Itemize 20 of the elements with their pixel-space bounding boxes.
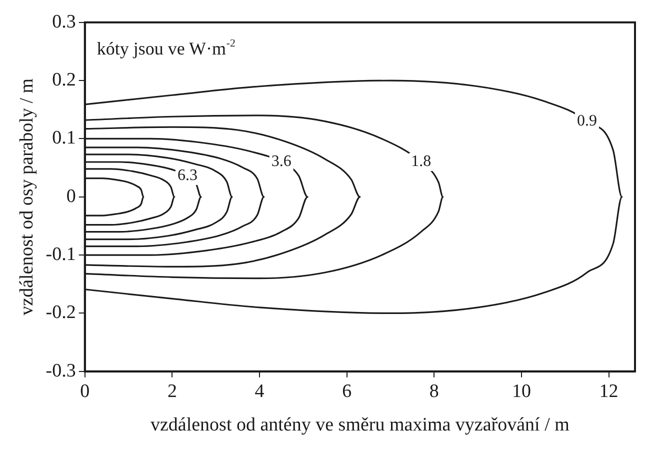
y-tick-label: -0.3: [46, 360, 76, 382]
y-axis-title: vzdálenost od osy paraboly / m: [16, 78, 38, 316]
y-tick-label: 0.1: [52, 128, 76, 149]
y-tick-label: 0.2: [52, 70, 76, 91]
x-axis-title: vzdálenost od antény ve směru maxima vyzařování / m: [150, 414, 570, 436]
x-tick-label: 10: [512, 380, 531, 402]
series-label: 3.6: [271, 153, 292, 170]
x-tick-label: 6: [342, 380, 352, 402]
series-label: 6.3: [177, 167, 198, 184]
x-tick-label: 12: [599, 380, 618, 402]
x-tick-label: 0: [80, 380, 90, 402]
y-tick-label: -0.2: [46, 302, 76, 324]
x-tick-label: 8: [429, 380, 439, 402]
x-tick-label: 4: [254, 380, 265, 402]
y-tick-label: 0: [66, 186, 76, 207]
y-tick-label: 0.3: [52, 11, 76, 32]
series-label: 0.9: [576, 112, 597, 130]
series-label: 1.8: [411, 153, 432, 170]
x-tick-label: 2: [167, 380, 177, 402]
y-tick-label: -0.1: [46, 244, 76, 266]
